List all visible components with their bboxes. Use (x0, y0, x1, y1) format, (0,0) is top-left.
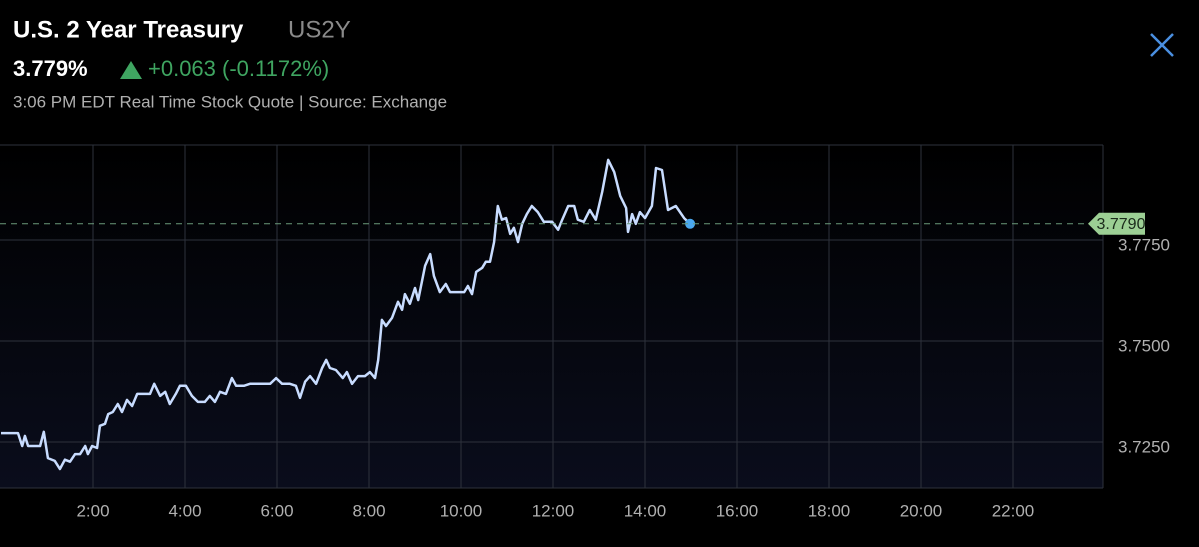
x-tick-label: 14:00 (624, 501, 667, 520)
x-tick-label: 10:00 (440, 501, 483, 520)
price-line (1, 158, 691, 471)
plot-background (0, 145, 1103, 488)
y-tick-label: 3.7750 (1118, 235, 1170, 254)
x-tick-label: 8:00 (352, 501, 385, 520)
price: 3.779% (13, 56, 88, 81)
change: +0.063 (-0.1172%) (148, 56, 329, 81)
last-point (685, 218, 696, 229)
subtitle: 3:06 PM EDT Real Time Stock Quote | Sour… (13, 92, 447, 111)
y-tick-label: 3.7250 (1118, 437, 1170, 456)
x-tick-label: 16:00 (716, 501, 759, 520)
x-tick-label: 4:00 (168, 501, 201, 520)
x-tick-label: 22:00 (992, 501, 1035, 520)
x-tick-label: 12:00 (532, 501, 575, 520)
x-tick-label: 2:00 (76, 501, 109, 520)
x-tick-label: 6:00 (260, 501, 293, 520)
last-price-label: 3.7790 (1097, 216, 1146, 233)
x-tick-label: 20:00 (900, 501, 943, 520)
title: U.S. 2 Year Treasury (13, 16, 244, 43)
x-tick-label: 18:00 (808, 501, 851, 520)
up-arrow (120, 61, 142, 79)
last-price-tag (1088, 212, 1145, 235)
symbol: US2Y (288, 16, 351, 43)
y-tick-label: 3.7500 (1118, 336, 1170, 355)
close-button[interactable] (1150, 33, 1174, 57)
